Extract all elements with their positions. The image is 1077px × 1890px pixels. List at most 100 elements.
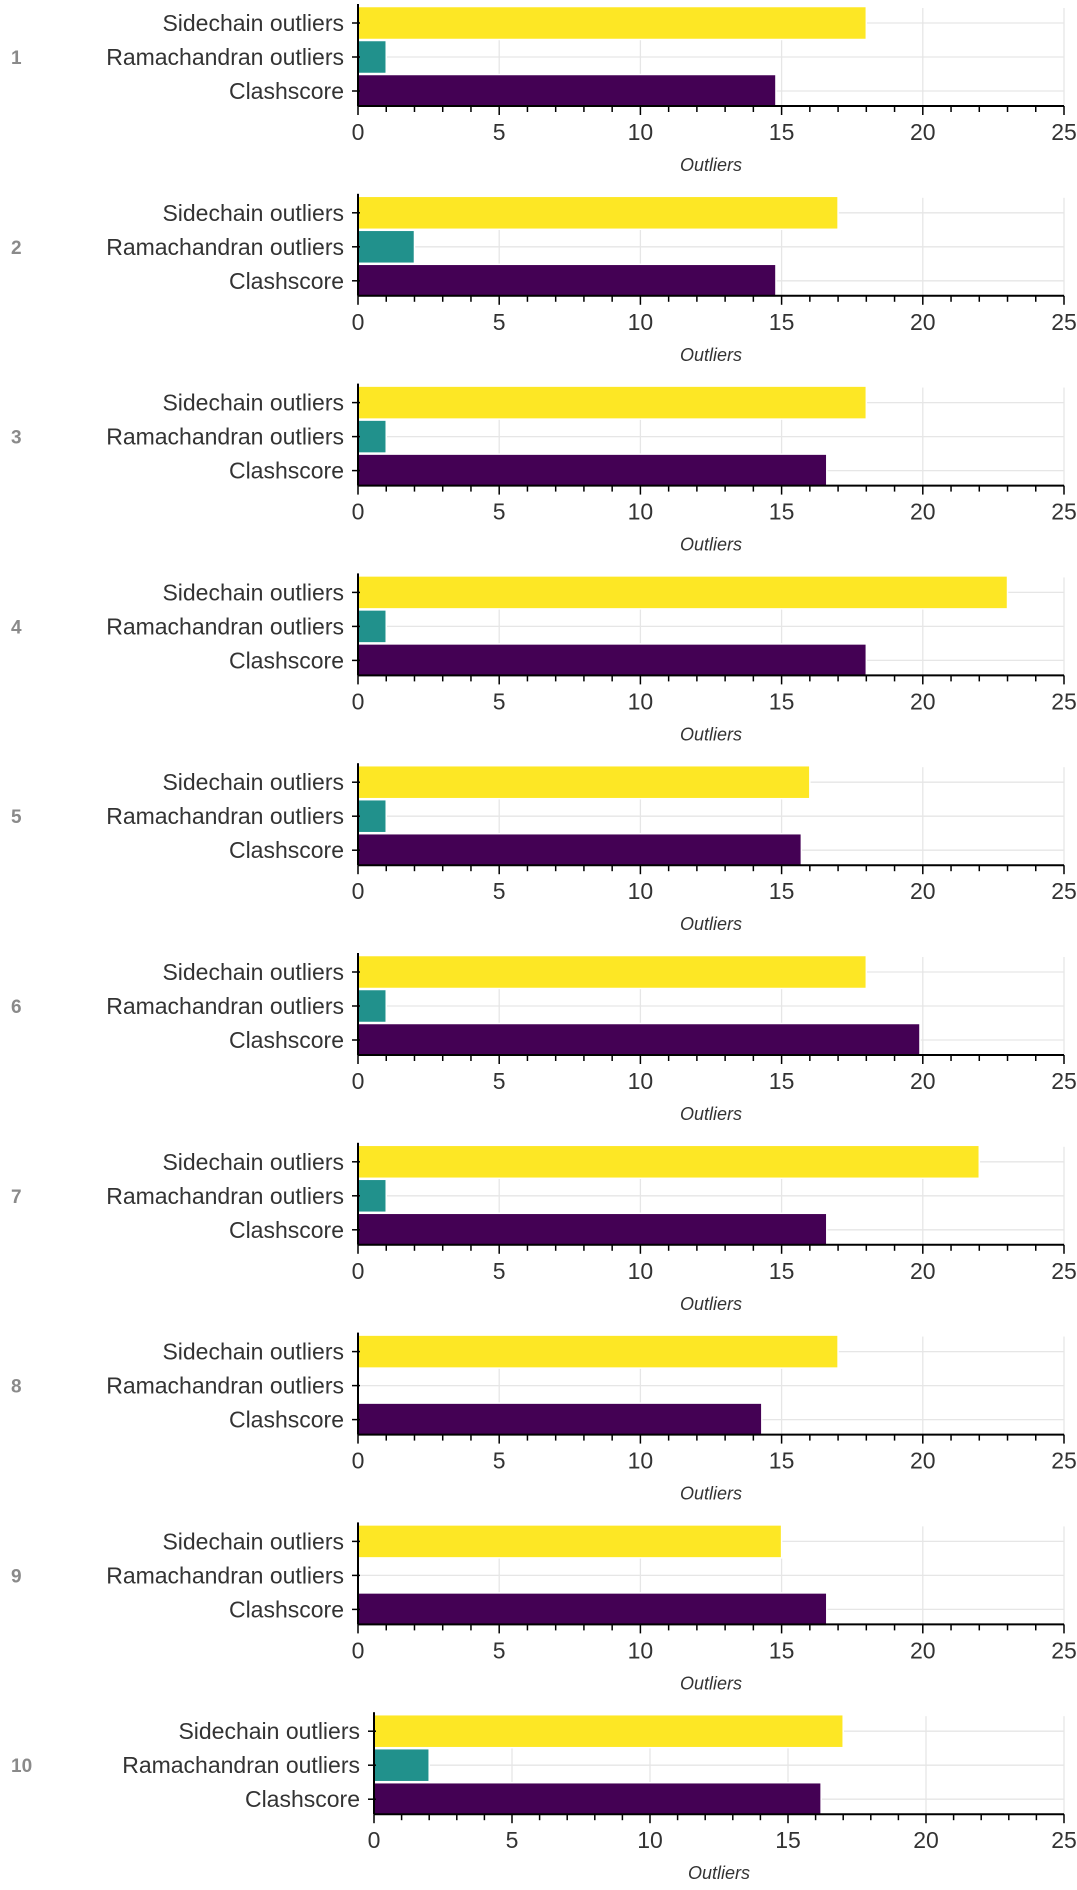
x-tick-label: 20 (910, 1637, 936, 1663)
x-tick-label: 15 (769, 309, 795, 335)
category-label: Sidechain outliers (162, 1339, 344, 1365)
x-tick-label: 25 (1051, 688, 1077, 714)
chart-panel-9: Sidechain outliers Ramachandran outliers C… (11, 1522, 1077, 1693)
category-label: Clashscore (229, 1027, 344, 1053)
panel-number: 6 (11, 997, 22, 1018)
x-tick-label: 5 (493, 878, 506, 904)
x-tick-label: 25 (1051, 119, 1077, 145)
panel-number: 2 (11, 238, 22, 259)
x-axis-title: Outliers (688, 1863, 750, 1883)
x-tick-label: 0 (368, 1827, 381, 1853)
x-tick-label: 15 (769, 1258, 795, 1284)
panel-number: 9 (11, 1566, 22, 1587)
x-tick-label: 10 (628, 1637, 654, 1663)
x-tick-label: 25 (1051, 1068, 1077, 1094)
x-tick-label: 0 (352, 309, 365, 335)
x-tick-label: 15 (769, 1068, 795, 1094)
bar (357, 229, 416, 265)
chart-panel-3: Sidechain outliers Ramachandran outliers C… (11, 383, 1077, 555)
x-axis-title: Outliers (680, 1104, 742, 1124)
bar (357, 988, 387, 1024)
x-tick-label: 10 (628, 688, 654, 714)
category-label: Clashscore (229, 458, 344, 484)
bar (357, 385, 868, 420)
category-label: Ramachandran outliers (106, 1183, 344, 1209)
panel-number: 4 (11, 617, 22, 638)
category-label: Sidechain outliers (162, 200, 344, 226)
bar (373, 1713, 844, 1749)
bar (357, 1022, 921, 1058)
bar (357, 1334, 839, 1369)
bar (357, 1402, 763, 1437)
x-tick-label: 5 (493, 688, 506, 714)
bar (357, 1212, 828, 1248)
bar (357, 1524, 783, 1559)
bar (357, 1592, 828, 1627)
chart-panel-1: Sidechain outliers Ramachandran outliers C… (11, 4, 1077, 175)
x-tick-label: 15 (769, 688, 795, 714)
x-tick-label: 20 (910, 688, 936, 714)
panel-number: 8 (11, 1377, 22, 1398)
category-label: Ramachandran outliers (106, 1562, 344, 1588)
panel-number: 10 (11, 1756, 32, 1777)
bar (357, 798, 387, 834)
x-tick-label: 10 (628, 309, 654, 335)
x-axis-title: Outliers (680, 1294, 742, 1314)
bar (357, 609, 387, 644)
x-axis-title: Outliers (680, 345, 742, 365)
x-tick-label: 25 (1051, 1448, 1077, 1474)
x-tick-label: 10 (628, 119, 654, 145)
chart-panel-6: Sidechain outliers Ramachandran outliers C… (11, 953, 1077, 1124)
category-label: Clashscore (229, 1596, 344, 1622)
x-tick-label: 20 (910, 1068, 936, 1094)
bar (373, 1781, 822, 1817)
x-tick-label: 15 (769, 499, 795, 525)
x-tick-label: 20 (910, 1258, 936, 1284)
x-tick-label: 10 (628, 1258, 654, 1284)
x-tick-label: 10 (637, 1827, 663, 1853)
chart-panel-7: Sidechain outliers Ramachandran outliers C… (11, 1142, 1077, 1314)
x-tick-label: 0 (352, 119, 365, 145)
category-label: Clashscore (229, 837, 344, 863)
panel-number: 1 (11, 48, 22, 69)
x-tick-label: 15 (769, 878, 795, 904)
x-tick-label: 25 (1051, 1827, 1077, 1853)
category-label: Clashscore (229, 1217, 344, 1243)
x-tick-label: 0 (352, 1258, 365, 1284)
x-tick-label: 25 (1051, 1258, 1077, 1284)
x-tick-label: 0 (352, 1637, 365, 1663)
category-label: Clashscore (229, 268, 344, 294)
x-tick-label: 5 (493, 499, 506, 525)
x-tick-label: 10 (628, 878, 654, 904)
category-label: Clashscore (245, 1786, 360, 1812)
panel-number: 7 (11, 1187, 22, 1208)
x-tick-label: 25 (1051, 309, 1077, 335)
category-label: Ramachandran outliers (106, 993, 344, 1019)
chart-panel-5: Sidechain outliers Ramachandran outliers C… (11, 763, 1077, 934)
x-tick-label: 0 (352, 1448, 365, 1474)
category-label: Sidechain outliers (178, 1718, 360, 1744)
x-axis-title: Outliers (680, 724, 742, 744)
x-tick-label: 20 (910, 119, 936, 145)
chart-panel-8: Sidechain outliers Ramachandran outliers C… (11, 1332, 1077, 1504)
x-axis-title: Outliers (680, 1673, 742, 1693)
category-label: Sidechain outliers (162, 1528, 344, 1554)
x-tick-label: 20 (913, 1827, 939, 1853)
x-tick-label: 5 (493, 1637, 506, 1663)
panel-number: 3 (11, 428, 22, 449)
chart-panel-10: Sidechain outliers Ramachandran outliers C… (11, 1712, 1077, 1883)
x-tick-label: 0 (352, 878, 365, 904)
category-label: Clashscore (229, 647, 344, 673)
x-tick-label: 20 (910, 309, 936, 335)
bar (357, 764, 811, 800)
category-label: Ramachandran outliers (106, 234, 344, 260)
x-axis-title: Outliers (680, 535, 742, 555)
category-label: Ramachandran outliers (106, 1373, 344, 1399)
chart-panel-4: Sidechain outliers Ramachandran outliers C… (11, 573, 1077, 744)
category-label: Ramachandran outliers (122, 1752, 360, 1778)
x-tick-label: 0 (352, 1068, 365, 1094)
x-tick-label: 20 (910, 878, 936, 904)
bar (357, 5, 868, 41)
bar (357, 419, 387, 454)
bar (357, 1144, 981, 1180)
